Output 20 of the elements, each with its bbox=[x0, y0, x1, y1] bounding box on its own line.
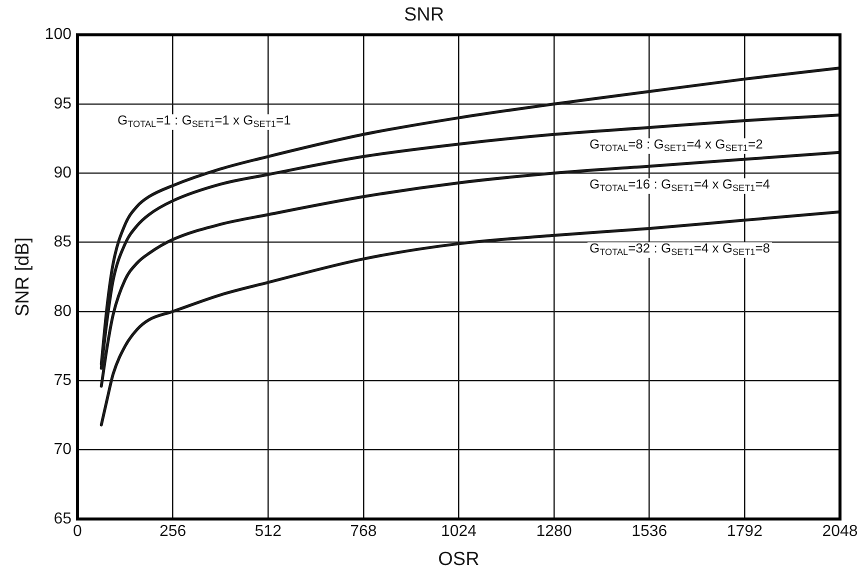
x-axis-title: OSR bbox=[438, 548, 480, 570]
y-axis-title: SNR [dB] bbox=[12, 237, 34, 316]
x-tick-label: 1536 bbox=[632, 523, 668, 540]
y-tick-label: 95 bbox=[54, 95, 72, 112]
y-tick-label: 85 bbox=[54, 234, 72, 251]
chart-title: SNR bbox=[404, 4, 444, 26]
y-tick-label: 65 bbox=[54, 510, 72, 528]
x-tick-label: 512 bbox=[254, 523, 282, 540]
x-tick-label: 2048 bbox=[822, 523, 858, 540]
x-tick-label: 1280 bbox=[536, 523, 572, 540]
y-tick-label: 70 bbox=[54, 441, 72, 458]
y-tick-label: 90 bbox=[54, 164, 72, 182]
x-tick-label: 768 bbox=[350, 523, 377, 540]
x-tick-label: 256 bbox=[159, 523, 186, 540]
y-tick-label: 80 bbox=[54, 302, 72, 320]
x-tick-label: 0 bbox=[73, 523, 82, 540]
y-tick-label: 100 bbox=[44, 26, 72, 44]
x-tick-label: 1024 bbox=[440, 523, 477, 540]
x-tick-label: 1792 bbox=[726, 523, 763, 540]
y-tick-label: 75 bbox=[54, 372, 72, 390]
